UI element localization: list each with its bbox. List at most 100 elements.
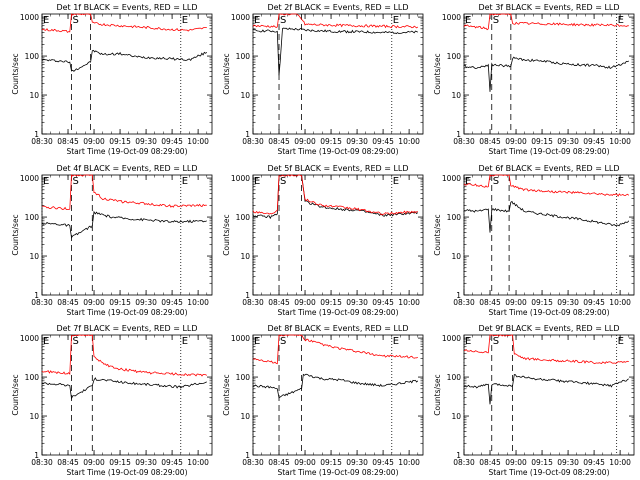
y-tick-label: 1000: [231, 13, 250, 22]
series-lld-line: [42, 174, 207, 211]
x-tick-label: 10:00: [609, 137, 631, 146]
panel: Det 2f BLACK = Events, RED = LLD 1 10 100 10…: [222, 3, 424, 156]
x-tick-label: 09:30: [135, 298, 157, 307]
series-lld-line: [252, 334, 418, 365]
event-marker-label: S: [280, 336, 286, 347]
x-axis-label: Start Time (19-Oct-09 08:29:00): [488, 308, 609, 317]
x-tick-label: 09:00: [505, 137, 527, 146]
x-tick-label: 08:45: [268, 458, 290, 467]
event-marker-label: S: [72, 336, 78, 347]
x-tick-label: 09:30: [346, 458, 368, 467]
x-tick-label: 09:15: [531, 298, 553, 307]
y-tick-label: 1: [34, 291, 39, 300]
x-tick-label: 09:00: [83, 458, 105, 467]
x-tick-label: 08:30: [453, 298, 475, 307]
x-tick-label: 08:45: [57, 298, 79, 307]
panel-title: Det 5f BLACK = Events, RED = LLD: [267, 164, 408, 173]
x-tick-label: 09:30: [557, 458, 579, 467]
x-axis-label: Start Time (19-Oct-09 08:29:00): [277, 468, 398, 477]
x-tick-label: 09:45: [161, 298, 183, 307]
event-marker-label: E: [618, 15, 624, 26]
y-tick-label: 100: [25, 52, 40, 61]
event-marker-label: E: [182, 336, 188, 347]
y-tick-label: 1: [245, 451, 250, 460]
y-tick-label: 1: [34, 130, 39, 139]
series-events-line: [252, 27, 419, 76]
x-tick-label: 09:30: [557, 137, 579, 146]
series-events-line: [463, 374, 629, 405]
series-events-line: [41, 49, 208, 72]
plot-frame: [463, 174, 635, 296]
x-tick-label: 09:15: [109, 298, 131, 307]
event-marker-label: E: [254, 15, 260, 26]
y-axis-label: Counts/sec: [433, 374, 442, 415]
event-marker-label: S: [72, 15, 78, 26]
x-tick-label: 09:00: [83, 298, 105, 307]
panel: Det 9f BLACK = Events, RED = LLD 1 10 100 10…: [433, 324, 635, 477]
x-tick-label: 09:15: [109, 137, 131, 146]
event-marker-label: E: [618, 176, 624, 187]
y-tick-label: 10: [451, 91, 461, 100]
y-tick-label: 100: [447, 52, 462, 61]
panel-title: Det 3f BLACK = Events, RED = LLD: [478, 3, 619, 12]
x-axis-label: Start Time (19-Oct-09 08:29:00): [66, 308, 187, 317]
event-marker-label: E: [465, 336, 471, 347]
panel-title: Det 6f BLACK = Events, RED = LLD: [478, 164, 619, 173]
y-axis-label: Counts/sec: [222, 214, 231, 255]
x-tick-label: 09:45: [583, 298, 605, 307]
y-tick-label: 1000: [20, 334, 39, 343]
event-marker-label: E: [465, 176, 471, 187]
event-marker-label: E: [182, 176, 188, 187]
x-tick-label: 09:30: [557, 298, 579, 307]
x-tick-label: 08:45: [479, 298, 501, 307]
series-events-line: [41, 377, 207, 400]
y-tick-label: 100: [25, 373, 40, 382]
x-tick-label: 10:00: [398, 458, 420, 467]
x-tick-label: 09:00: [505, 298, 527, 307]
plot-frame: [41, 174, 213, 296]
series-events-line: [252, 373, 419, 399]
x-tick-label: 09:15: [109, 458, 131, 467]
y-tick-label: 10: [451, 252, 461, 261]
x-axis-label: Start Time (19-Oct-09 08:29:00): [488, 468, 609, 477]
x-tick-label: 09:00: [294, 458, 316, 467]
event-marker-label: S: [280, 15, 286, 26]
x-tick-label: 10:00: [187, 298, 209, 307]
y-tick-label: 10: [29, 91, 39, 100]
event-marker-label: E: [465, 15, 471, 26]
series-events-line: [463, 200, 630, 233]
event-marker-label: S: [493, 176, 499, 187]
event-marker-label: E: [254, 336, 260, 347]
event-marker-label: E: [43, 336, 49, 347]
x-tick-label: 10:00: [609, 458, 631, 467]
panel: Det 6f BLACK = Events, RED = LLD 1 10 100 10…: [433, 164, 635, 317]
x-tick-label: 09:00: [83, 137, 105, 146]
event-marker-label: E: [393, 176, 399, 187]
series-lld-line: [41, 334, 208, 377]
x-tick-label: 08:30: [242, 298, 264, 307]
panel-title: Det 7f BLACK = Events, RED = LLD: [56, 324, 197, 333]
y-tick-label: 1: [456, 130, 461, 139]
x-tick-label: 09:45: [372, 458, 394, 467]
y-tick-label: 1000: [231, 334, 250, 343]
y-tick-label: 1: [456, 291, 461, 300]
event-marker-label: E: [618, 336, 624, 347]
panel-title: Det 1f BLACK = Events, RED = LLD: [56, 3, 197, 12]
x-tick-label: 10:00: [187, 137, 209, 146]
y-tick-label: 10: [29, 412, 39, 421]
panel: Det 8f BLACK = Events, RED = LLD 1 10 100 10…: [222, 324, 424, 477]
x-axis-label: Start Time (19-Oct-09 08:29:00): [66, 147, 187, 156]
y-tick-label: 1: [245, 291, 250, 300]
x-tick-label: 08:45: [268, 137, 290, 146]
plot-frame: [463, 13, 635, 135]
x-tick-label: 08:30: [453, 458, 475, 467]
y-tick-label: 10: [451, 412, 461, 421]
series-lld-line: [41, 13, 207, 33]
event-marker-label: E: [393, 15, 399, 26]
x-tick-label: 09:00: [294, 298, 316, 307]
x-tick-label: 08:30: [31, 137, 53, 146]
panel-title: Det 8f BLACK = Events, RED = LLD: [267, 324, 408, 333]
y-tick-label: 100: [25, 213, 40, 222]
x-tick-label: 08:45: [57, 137, 79, 146]
